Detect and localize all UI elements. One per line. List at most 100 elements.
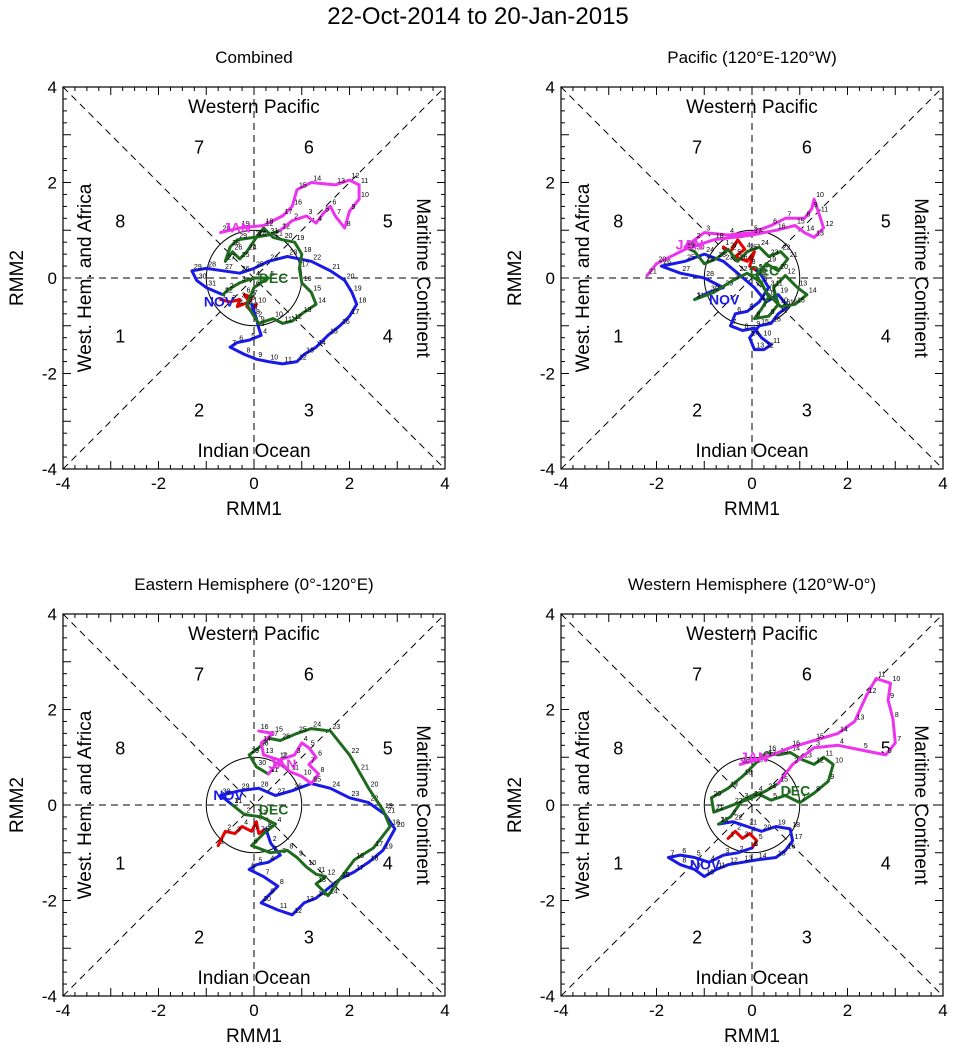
day-label: 7 bbox=[337, 209, 341, 216]
phase-label: 8 bbox=[115, 212, 125, 232]
day-label: 13 bbox=[816, 230, 824, 237]
day-label: 30 bbox=[258, 760, 266, 767]
day-label: 10 bbox=[270, 355, 278, 362]
day-label: 2 bbox=[740, 846, 744, 853]
day-label: 6 bbox=[332, 199, 336, 206]
day-label: 14 bbox=[809, 288, 817, 295]
day-label: 7 bbox=[897, 736, 901, 743]
month-label-jan: JAN bbox=[676, 236, 704, 252]
day-label: 1 bbox=[225, 288, 229, 295]
day-label: 18 bbox=[359, 297, 367, 304]
day-label: 16 bbox=[294, 199, 302, 206]
day-label: 11 bbox=[280, 903, 287, 910]
day-label: 3 bbox=[744, 831, 748, 838]
day-label: 12 bbox=[294, 908, 302, 915]
day-label: 2 bbox=[697, 233, 701, 240]
day-label: 5 bbox=[311, 741, 315, 748]
month-label-jan: JAN bbox=[223, 220, 251, 236]
day-label: 5 bbox=[754, 226, 758, 233]
y-tick-label: -4 bbox=[42, 987, 57, 1006]
y-tick-label: 4 bbox=[48, 605, 57, 624]
day-label: 28 bbox=[718, 252, 726, 259]
day-label: 15 bbox=[330, 328, 338, 335]
track-line-nov bbox=[659, 252, 790, 352]
day-label: 1 bbox=[235, 798, 239, 805]
phase-label: 1 bbox=[115, 326, 125, 346]
day-label: 21 bbox=[790, 252, 798, 259]
day-label: 31 bbox=[270, 767, 278, 774]
y-tick-label: -4 bbox=[540, 460, 555, 479]
day-label: 9 bbox=[270, 889, 274, 896]
day-label: 5 bbox=[764, 276, 768, 283]
x-tick-label: 0 bbox=[747, 474, 756, 493]
day-label: 29 bbox=[242, 784, 250, 791]
y-tick-label: -2 bbox=[42, 365, 57, 384]
day-label: 9 bbox=[830, 774, 834, 781]
day-label: 18 bbox=[266, 218, 274, 225]
day-label: 3 bbox=[771, 281, 775, 288]
x-tick-label: 4 bbox=[440, 1001, 449, 1020]
day-label: 16 bbox=[342, 872, 350, 879]
day-label: 5 bbox=[251, 295, 255, 302]
day-label: 10 bbox=[892, 676, 900, 683]
day-label: 19 bbox=[297, 235, 305, 242]
day-label: 11 bbox=[821, 207, 828, 214]
day-label: 1 bbox=[254, 297, 258, 304]
day-label: 3 bbox=[242, 292, 246, 299]
track-line-oct bbox=[216, 820, 268, 848]
day-label: 2 bbox=[232, 295, 236, 302]
x-tick-label: 0 bbox=[249, 474, 258, 493]
y-tick-label: -4 bbox=[540, 987, 555, 1006]
day-label: 4 bbox=[277, 817, 281, 824]
day-label: 21 bbox=[716, 805, 724, 812]
track-line-dec bbox=[683, 245, 809, 321]
day-label: 28 bbox=[261, 741, 269, 748]
day-label: 15 bbox=[778, 851, 786, 858]
day-label: 11 bbox=[285, 316, 292, 323]
day-label: 16 bbox=[773, 316, 781, 323]
day-label: 30 bbox=[256, 230, 264, 237]
day-label: 1 bbox=[268, 822, 272, 829]
day-label: 8 bbox=[756, 312, 760, 319]
day-label: 24 bbox=[332, 781, 340, 788]
day-label: 10 bbox=[309, 860, 317, 867]
x-tick-label: 4 bbox=[938, 1001, 947, 1020]
x-tick-label: -4 bbox=[553, 1001, 568, 1020]
day-label: 10 bbox=[706, 870, 714, 877]
day-label: 4 bbox=[270, 855, 274, 862]
day-label: 4 bbox=[840, 738, 844, 745]
day-label: 29 bbox=[194, 264, 202, 271]
day-label: 12 bbox=[766, 343, 774, 350]
day-label: 1 bbox=[754, 841, 758, 848]
day-label: 6 bbox=[251, 862, 255, 869]
day-label: 9 bbox=[313, 777, 317, 784]
day-label: 2 bbox=[733, 245, 737, 252]
day-label: 27 bbox=[225, 264, 233, 271]
month-label-dec: DEC bbox=[750, 263, 780, 279]
day-label: 25 bbox=[256, 261, 264, 268]
day-label: 12 bbox=[816, 757, 824, 764]
phase-label: 7 bbox=[194, 138, 204, 158]
day-label: 14 bbox=[318, 340, 326, 347]
day-label: 10 bbox=[780, 297, 788, 304]
day-label: 1 bbox=[220, 839, 224, 846]
day-label: 17 bbox=[356, 865, 364, 872]
region-label-right: Maritime Continent bbox=[910, 725, 931, 885]
day-label: 10 bbox=[304, 769, 312, 776]
region-label-bottom: Indian Ocean bbox=[197, 441, 310, 462]
day-label: 14 bbox=[792, 745, 800, 752]
y-tick-label: 0 bbox=[48, 796, 57, 815]
day-label: 7 bbox=[273, 846, 277, 853]
x-tick-label: -2 bbox=[151, 1001, 166, 1020]
x-axis-label: RMM1 bbox=[226, 499, 282, 520]
x-tick-label: 4 bbox=[440, 474, 449, 493]
day-label: 8 bbox=[268, 822, 272, 829]
phase-label: 2 bbox=[194, 927, 204, 947]
day-label: 1 bbox=[270, 767, 274, 774]
phase-label: 2 bbox=[194, 400, 204, 420]
day-label: 14 bbox=[313, 176, 321, 183]
day-label: 4 bbox=[730, 228, 734, 235]
